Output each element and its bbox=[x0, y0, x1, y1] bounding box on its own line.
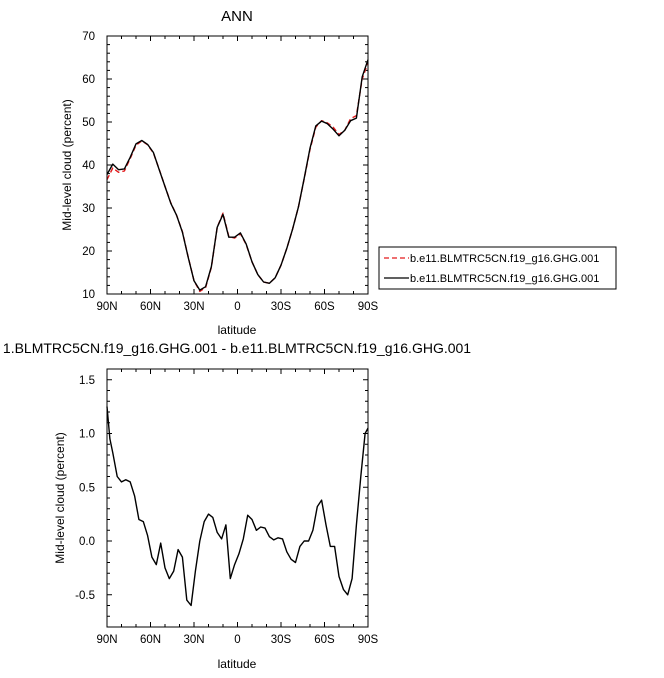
top-y-tick-label: 50 bbox=[82, 117, 95, 129]
top-series-line-1 bbox=[106, 59, 369, 291]
bottom-x-axis-label: latitude bbox=[218, 657, 257, 671]
bottom-x-tick-label: 30N bbox=[183, 634, 204, 646]
top-x-tick-label: 60S bbox=[314, 301, 335, 313]
top-x-tick-label: 0 bbox=[234, 301, 240, 313]
bottom-x-tick-label: 30S bbox=[271, 634, 292, 646]
top-panel: ANN 90N 60N 30N 0 30S 60S 90S 10 20 30 40 50 60 70 la… bbox=[60, 8, 617, 337]
bottom-y-tick-label: 1.0 bbox=[79, 429, 95, 441]
top-x-tick-label: 60N bbox=[140, 301, 161, 313]
bottom-x-tick-label: 0 bbox=[234, 634, 240, 646]
bottom-y-tick-label: 0.0 bbox=[79, 536, 95, 548]
top-y-axis-label: Mid-level cloud (percent) bbox=[60, 99, 74, 230]
top-y-tick-label: 30 bbox=[82, 203, 95, 215]
bottom-y-tick-label: -0.5 bbox=[75, 590, 95, 602]
top-y-tick-label: 60 bbox=[82, 74, 95, 86]
top-series-lines bbox=[106, 59, 369, 293]
bottom-tick-marks bbox=[106, 368, 369, 628]
bottom-series-lines bbox=[106, 406, 369, 607]
top-x-axis-label: latitude bbox=[218, 323, 257, 337]
legend-box bbox=[378, 246, 617, 290]
bottom-x-tick-label: 90N bbox=[96, 634, 117, 646]
top-y-tick-label: 40 bbox=[82, 160, 95, 172]
top-chart-title: ANN bbox=[221, 8, 253, 25]
top-tick-marks bbox=[106, 35, 369, 295]
top-y-tick-label: 10 bbox=[82, 289, 95, 301]
bottom-x-tick-label: 90S bbox=[358, 634, 379, 646]
bottom-chart-title: 1.BLMTRC5CN.f19_g16.GHG.001 - b.e11.BLMT… bbox=[3, 340, 471, 356]
legend-entry-0: b.e11.BLMTRC5CN.f19_g16.GHG.001 bbox=[410, 253, 599, 265]
legend-entry-1: b.e11.BLMTRC5CN.f19_g16.GHG.001 bbox=[410, 273, 599, 285]
top-y-tick-label: 70 bbox=[82, 31, 95, 43]
bottom-y-tick-label: 1.5 bbox=[79, 375, 95, 387]
top-plot-frame bbox=[106, 35, 369, 295]
top-y-tick-label: 20 bbox=[82, 246, 95, 258]
top-tick-labels: 90N 60N 30N 0 30S 60S 90S 10 20 30 40 50 60 70 bbox=[82, 31, 378, 313]
top-x-tick-label: 90S bbox=[358, 301, 379, 313]
bottom-y-tick-label: 0.5 bbox=[79, 482, 95, 494]
bottom-series-line-0 bbox=[106, 406, 369, 607]
bottom-panel: 1.BLMTRC5CN.f19_g16.GHG.001 - b.e11.BLMT… bbox=[3, 340, 471, 671]
legend: b.e11.BLMTRC5CN.f19_g16.GHG.001 b.e11.BL… bbox=[378, 246, 617, 290]
bottom-x-tick-label: 60N bbox=[140, 634, 161, 646]
top-x-tick-label: 90N bbox=[96, 301, 117, 313]
bottom-y-axis-label: Mid-level cloud (percent) bbox=[53, 432, 67, 563]
top-series-line-0 bbox=[106, 62, 369, 293]
top-x-tick-label: 30N bbox=[183, 301, 204, 313]
bottom-tick-labels: 90N 60N 30N 0 30S 60S 90S -0.5 0.0 0.5 1.0 1.5 bbox=[75, 375, 378, 646]
top-x-tick-label: 30S bbox=[271, 301, 292, 313]
bottom-plot-frame bbox=[106, 368, 369, 628]
bottom-x-tick-label: 60S bbox=[314, 634, 335, 646]
